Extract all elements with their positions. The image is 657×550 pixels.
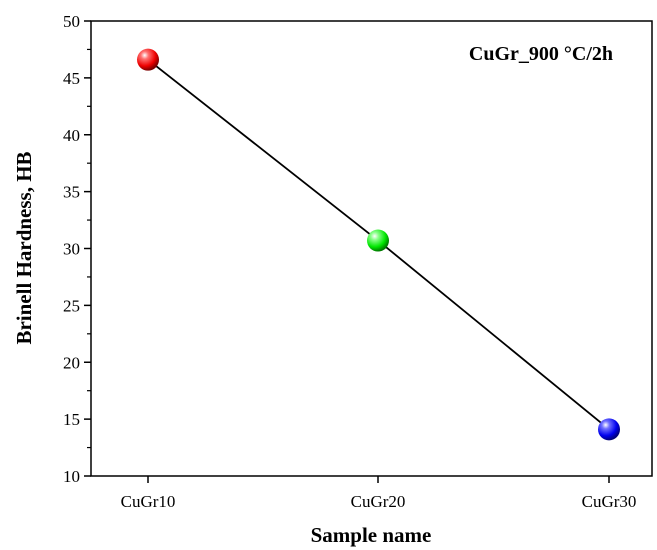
y-tick-label: 30 (63, 240, 80, 259)
y-tick-label: 45 (63, 69, 80, 88)
x-tick-label: CuGr20 (351, 492, 406, 511)
data-point-cugr30 (598, 418, 620, 441)
series-markers-group (137, 48, 620, 441)
x-axis: CuGr10 CuGr20 CuGr30 (121, 476, 637, 511)
annotation-label: CuGr_900 °C/2h (469, 43, 613, 65)
y-tick-label: 20 (63, 353, 80, 372)
y-axis: 10 15 20 25 30 35 40 45 50 (63, 12, 91, 486)
y-tick-label: 10 (63, 467, 80, 486)
y-tick-label: 40 (63, 126, 80, 145)
data-point-cugr20 (367, 229, 389, 252)
x-tick-label: CuGr30 (582, 492, 637, 511)
y-tick-label: 35 (63, 183, 80, 202)
x-tick-label: CuGr10 (121, 492, 176, 511)
y-tick-label: 15 (63, 410, 80, 429)
x-axis-title: Sample name (311, 523, 432, 547)
y-tick-label: 50 (63, 12, 80, 31)
y-tick-label: 25 (63, 296, 80, 315)
data-point-cugr10 (137, 48, 159, 71)
y-axis-title: Brinell Hardness, HB (12, 151, 36, 344)
